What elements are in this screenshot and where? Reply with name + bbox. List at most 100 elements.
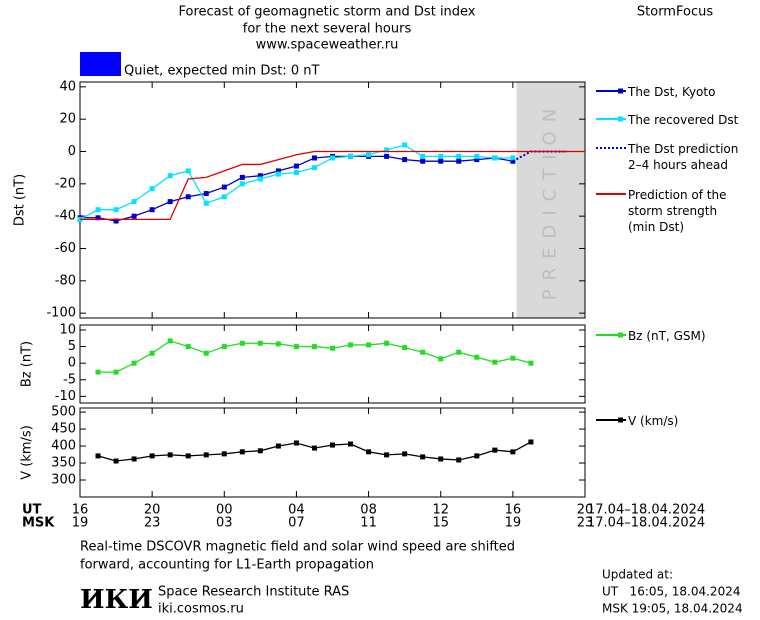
series-line <box>80 150 585 221</box>
marker <box>420 153 426 159</box>
marker <box>257 173 263 179</box>
marker <box>95 207 101 213</box>
marker <box>402 345 408 351</box>
y-axis-label: Bz (nT) <box>20 341 35 387</box>
marker <box>311 165 317 171</box>
marker <box>131 213 137 219</box>
marker <box>384 340 390 346</box>
marker <box>420 454 426 460</box>
marker <box>167 338 173 344</box>
legend-entry: The Dst, Kyoto <box>628 85 716 99</box>
marker <box>402 451 408 457</box>
legend-marker <box>618 88 623 94</box>
marker <box>293 440 299 446</box>
marker <box>167 173 173 179</box>
marker <box>311 155 317 161</box>
legend-marker <box>618 417 623 423</box>
marker <box>95 369 101 375</box>
marker <box>492 359 498 365</box>
marker <box>275 168 281 174</box>
marker <box>203 191 209 197</box>
x-tick-label: 20 <box>577 503 594 518</box>
marker <box>438 456 444 462</box>
y-tick-label: 400 <box>51 439 76 454</box>
y-tick-label: 5 <box>68 339 76 354</box>
x-tick-label: 12 <box>432 503 449 518</box>
plot-frame <box>79 407 586 498</box>
y-tick-label: 300 <box>51 473 76 488</box>
marker <box>528 439 534 445</box>
status-text: Quiet, expected min Dst: 0 nT <box>124 64 319 79</box>
marker <box>167 452 173 458</box>
x-tick-label: 20 <box>144 503 161 518</box>
marker <box>185 168 191 174</box>
website: www.spaceweather.ru <box>256 38 399 53</box>
note: Real-time DSCOVR magnetic field and sola… <box>80 540 515 555</box>
marker <box>149 207 155 213</box>
marker <box>203 452 209 458</box>
marker <box>239 340 245 346</box>
marker <box>221 451 227 457</box>
marker <box>239 449 245 455</box>
y-tick-label: 0 <box>68 356 76 371</box>
marker <box>420 158 426 164</box>
y-tick-label: -5 <box>63 372 76 387</box>
marker <box>384 153 390 159</box>
legend-marker <box>618 116 623 122</box>
marker <box>185 194 191 200</box>
y-tick-label: 40 <box>59 79 76 94</box>
y-tick-label: 0 <box>68 144 76 159</box>
date-range: 17.04–18.04.2024 <box>587 503 705 518</box>
marker <box>528 360 534 366</box>
x-tick-label: 00 <box>216 503 233 518</box>
marker <box>95 453 101 459</box>
y-tick-label: -60 <box>55 241 76 256</box>
marker <box>474 354 480 360</box>
marker <box>510 449 516 455</box>
marker <box>474 153 480 159</box>
marker <box>330 442 335 448</box>
marker <box>402 142 408 148</box>
institute: Space Research Institute RAS <box>158 585 349 600</box>
marker <box>348 441 354 447</box>
brand: StormFocus <box>637 5 713 20</box>
y-tick-label: -10 <box>55 389 76 404</box>
marker <box>275 341 281 347</box>
x2-tick-label: 15 <box>432 516 449 531</box>
marker <box>131 199 137 205</box>
marker <box>293 344 299 350</box>
ut-label: UT <box>22 503 42 518</box>
marker <box>438 158 444 164</box>
marker <box>456 153 462 159</box>
plot-frame <box>79 81 586 319</box>
marker <box>221 194 227 200</box>
marker <box>185 344 191 350</box>
date-range: 17.04–18.04.2024 <box>587 516 705 531</box>
marker <box>366 342 372 348</box>
marker <box>131 456 137 462</box>
marker <box>149 453 155 459</box>
series-line <box>97 441 532 462</box>
marker <box>420 349 426 355</box>
note: forward, accounting for L1-Earth propaga… <box>80 558 374 573</box>
marker <box>257 448 263 454</box>
y-axis-label: Dst (nT) <box>13 174 28 226</box>
marker <box>221 344 227 350</box>
y-tick-label: -40 <box>55 209 76 224</box>
marker <box>456 349 462 355</box>
x2-tick-label: 23 <box>144 516 161 531</box>
marker <box>167 199 173 205</box>
legend-entry: Prediction of the storm strength (min Ds… <box>628 188 727 234</box>
marker <box>239 181 245 187</box>
marker <box>348 153 354 159</box>
marker <box>113 458 119 464</box>
marker <box>366 449 372 455</box>
x-tick-label: 16 <box>72 503 89 518</box>
marker <box>239 174 245 180</box>
marker <box>275 171 281 177</box>
marker <box>438 153 444 159</box>
marker <box>492 155 498 161</box>
x-tick-label: 16 <box>505 503 522 518</box>
marker <box>257 340 263 346</box>
